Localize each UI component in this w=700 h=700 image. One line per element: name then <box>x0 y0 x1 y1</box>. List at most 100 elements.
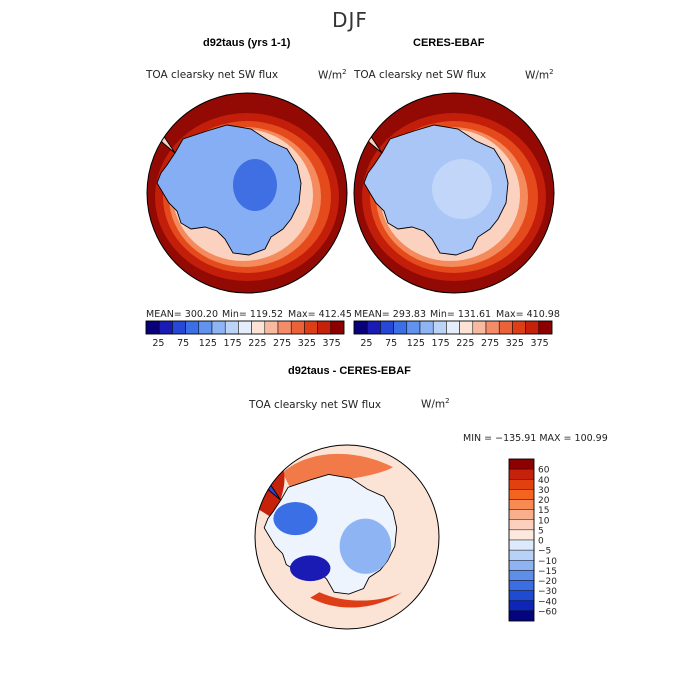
model-colorbar-tick-label: 25 <box>152 338 164 349</box>
diff-cool-west <box>273 502 318 536</box>
obs-mean: MEAN= 293.83 <box>354 309 427 320</box>
obs-colorbar-bin-3 <box>393 320 408 335</box>
model-units-label: W/m2 <box>318 68 347 82</box>
obs-colorbar-bin-9 <box>472 320 487 335</box>
diff-colorbar-bin-13 <box>508 590 535 601</box>
obs-colorbar-bin-12 <box>512 320 526 335</box>
diff-panel-title: d92taus - CERES-EBAF <box>288 365 411 377</box>
diff-colorbar-bin-9 <box>508 549 535 561</box>
season-title: DJF <box>332 8 368 32</box>
model-colorbar-tick-label: 125 <box>199 338 217 349</box>
diff-colorbar-tick-label: −10 <box>538 557 557 567</box>
model-colorbar-tick-label: 325 <box>298 338 316 349</box>
diff-colorbar-tick-label: 20 <box>538 496 550 506</box>
model-panel-title: d92taus (yrs 1-1) <box>203 37 291 49</box>
model-field-label: TOA clearsky net SW flux <box>146 69 279 81</box>
model-map <box>146 92 348 294</box>
diff-colorbar-tick-label: −40 <box>538 597 557 607</box>
obs-colorbar-bin-4 <box>406 320 421 335</box>
model-colorbar-tick-label: 175 <box>224 338 242 349</box>
obs-map <box>353 92 555 294</box>
model-colorbar-bin-10 <box>277 320 292 335</box>
diff-field-label: TOA clearsky net SW flux <box>249 399 382 411</box>
diff-colorbar-bin-5 <box>508 509 535 520</box>
diff-colorbar-tick-label: −5 <box>538 547 551 557</box>
model-colorbar-bin-0 <box>145 320 160 335</box>
model-mean: MEAN= 300.20 <box>146 309 219 320</box>
diff-warm-south <box>310 592 403 608</box>
obs-plateau <box>432 159 492 219</box>
diff-field <box>255 445 439 629</box>
model-colorbar-bin-2 <box>172 320 186 335</box>
model-colorbar-bin-11 <box>290 320 305 335</box>
diff-colorbar-bin-11 <box>508 570 535 581</box>
model-colorbar-tick-label: 75 <box>177 338 189 349</box>
obs-frame <box>353 92 555 294</box>
obs-units-label: W/m2 <box>525 68 554 82</box>
model-plateau <box>233 159 277 211</box>
obs-colorbar-bin-10 <box>485 320 500 335</box>
diff-colorbar-bin-4 <box>508 499 535 510</box>
obs-panel-title: CERES-EBAF <box>413 37 485 49</box>
obs-colorbar-tick-label: 225 <box>456 338 474 349</box>
diff-minmax: MIN = −135.91 MAX = 100.99 <box>463 433 608 444</box>
diff-colorbar-bin-14 <box>508 600 535 612</box>
diff-units-label: W/m2 <box>421 397 450 411</box>
model-colorbar-tick-label: 375 <box>323 338 341 349</box>
model-colorbar-bin-12 <box>304 320 318 335</box>
obs-colorbar-tick-label: 25 <box>360 338 372 349</box>
diff-colorbar-tick-label: 5 <box>538 526 544 536</box>
obs-colorbar-bin-11 <box>498 320 513 335</box>
diff-colorbar-bin-7 <box>508 529 535 541</box>
obs-colorbar-frame <box>353 320 553 335</box>
diff-map <box>254 444 440 630</box>
diff-colorbar-bin-0 <box>508 458 535 470</box>
obs-colorbar-tick-label: 275 <box>481 338 499 349</box>
obs-colorbar-tick-label: 175 <box>432 338 450 349</box>
obs-colorbar-tick-label: 75 <box>385 338 397 349</box>
obs-colorbar-bin-2 <box>380 320 394 335</box>
obs-colorbar-bin-14 <box>538 320 553 335</box>
diff-colorbar-tick-label: 60 <box>538 466 550 476</box>
model-colorbar-bin-1 <box>158 320 173 335</box>
diff-colorbar-bin-12 <box>508 580 535 591</box>
diff-colorbar-bin-10 <box>508 560 535 571</box>
model-antarctica <box>156 124 302 256</box>
diff-colorbar-tick-label: 40 <box>538 476 550 486</box>
diff-frame <box>254 444 440 630</box>
obs-colorbar-bin-6 <box>432 320 447 335</box>
obs-colorbar-tick-label: 375 <box>531 338 549 349</box>
obs-colorbar-tick-label: 125 <box>407 338 425 349</box>
obs-field-label: TOA clearsky net SW flux <box>354 69 487 81</box>
diff-colorbar-tick-label: 10 <box>538 516 550 526</box>
model-colorbar-bin-13 <box>317 320 332 335</box>
obs-colorbar-bin-5 <box>419 320 434 335</box>
obs-colorbar-bin-0 <box>353 320 368 335</box>
obs-colorbar-bin-7 <box>446 320 460 335</box>
model-colorbar-bin-9 <box>264 320 279 335</box>
model-frame <box>146 92 348 294</box>
diff-colorbar-tick-label: −15 <box>538 567 557 577</box>
diff-colorbar-frame <box>508 458 535 622</box>
diff-colorbar-tick-label: −30 <box>538 587 557 597</box>
model-colorbar-bin-7 <box>238 320 252 335</box>
model-colorbar-bin-6 <box>224 320 239 335</box>
model-field <box>147 93 347 293</box>
model-colorbar-bin-3 <box>185 320 200 335</box>
model-colorbar-bin-4 <box>198 320 213 335</box>
diff-colorbar-tick-label: 30 <box>538 486 550 496</box>
diff-cool-southwest <box>289 555 331 582</box>
diff-colorbar-bin-2 <box>508 479 535 490</box>
obs-colorbar-bin-1 <box>366 320 381 335</box>
obs-field <box>354 93 554 293</box>
diff-cool-center <box>339 518 392 574</box>
model-colorbar-bin-5 <box>211 320 226 335</box>
obs-min: Min= 131.61 <box>430 309 492 320</box>
model-max: Max= 412.45 <box>288 309 352 320</box>
model-colorbar-frame <box>145 320 345 335</box>
diff-colorbar-bin-15 <box>508 610 535 622</box>
diff-colorbar-tick-label: −20 <box>538 577 557 587</box>
model-colorbar-tick-label: 225 <box>248 338 266 349</box>
